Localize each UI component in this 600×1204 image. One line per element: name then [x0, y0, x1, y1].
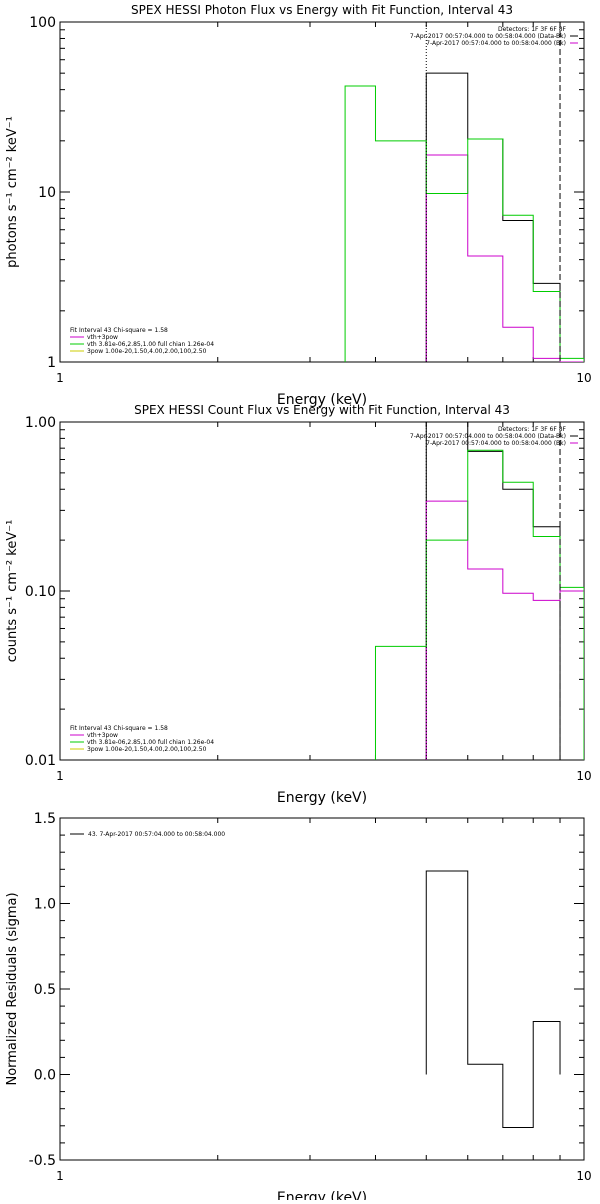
- plot-frame: [59, 21, 585, 363]
- y-axis-label: Normalized Residuals (sigma): [5, 892, 20, 1085]
- legend-bottom-text: vth 3.81e-06,2.85,1.00 full chian 1.26e-…: [87, 341, 214, 348]
- y-tick-label: 0.10: [25, 584, 56, 600]
- legend-top-text: Detectors: 1F 3F 6F 8F: [498, 426, 567, 433]
- x-axis-label: Energy (keV): [277, 392, 367, 408]
- y-tick-label: 1: [47, 355, 56, 371]
- legend-bottom-text: 3pow 1.00e-20,1.50,4.00,2.00,100,2.50: [87, 746, 207, 753]
- x-tick-label: 10: [576, 769, 591, 783]
- series-line-vth: [344, 85, 584, 362]
- y-axis-label: counts s⁻¹ cm⁻² keV⁻¹: [5, 520, 20, 663]
- y-tick-label: -0.5: [29, 1153, 56, 1169]
- legend-top-text: 7-Apr-2017 00:57:04.000 to 00:58:04.000 …: [426, 40, 566, 47]
- legend-top-text: Detectors: 1F 3F 6F 8F: [498, 26, 567, 33]
- legend-bottom-text: vth 3.81e-06,2.85,1.00 full chian 1.26e-…: [87, 739, 214, 746]
- legend-bottom-text: vth+3pow: [87, 732, 118, 739]
- series-line-data-bk: [425, 422, 561, 760]
- legend-top-text: 43. 7-Apr-2017 00:57:04.000 to 00:58:04.…: [88, 831, 225, 838]
- y-tick-label: 0.01: [25, 753, 56, 769]
- legend-top-text: 7-Apr-2017 00:57:04.000 to 00:58:04.000 …: [410, 433, 566, 440]
- plot-frame: [59, 421, 585, 761]
- x-tick-label: 10: [576, 1169, 591, 1183]
- x-axis-label: Energy (keV): [277, 1190, 367, 1200]
- y-tick-label: 1.00: [25, 415, 56, 431]
- legend-bottom-text: 3pow 1.00e-20,1.50,4.00,2.00,100,2.50: [87, 348, 207, 355]
- y-tick-label: 0.5: [34, 982, 56, 998]
- chart-panel-3: 1 10 Energy (keV) -0.5 0.0 0.5 1.0 1.5 Normalize…: [5, 811, 592, 1204]
- legend-bottom-text: Fit Interval 43 Chi-square = 1.58: [70, 725, 168, 732]
- y-tick-label: 100: [29, 15, 56, 31]
- y-axis-label: photons s⁻¹ cm⁻² keV⁻¹: [5, 116, 20, 268]
- plot-frame: [59, 817, 585, 1161]
- x-tick-label: 1: [56, 769, 64, 783]
- series-line-vth: [374, 449, 584, 760]
- x-tick-label: 1: [56, 1169, 64, 1183]
- series-line-data-bk: [425, 72, 561, 362]
- chart-title: SPEX HESSI Photon Flux vs Energy with Fi…: [131, 3, 513, 17]
- legend-bottom-text: vth+3pow: [87, 334, 118, 341]
- y-tick-label: 0.0: [34, 1068, 56, 1084]
- series-line-residuals: [425, 870, 561, 1129]
- legend-bottom-text: Fit Interval 43 Chi-square = 1.58: [70, 327, 168, 334]
- legend-top-text: 7-Apr-2017 00:57:04.000 to 00:58:04.000 …: [426, 440, 566, 447]
- chart-panel-2: SPEX HESSI Count Flux vs Energy with Fit…: [5, 403, 592, 806]
- series-line-bk: [425, 500, 584, 760]
- y-tick-label: 1.5: [34, 811, 56, 827]
- x-tick-label: 1: [56, 371, 64, 385]
- chart-title: SPEX HESSI Count Flux vs Energy with Fit…: [134, 403, 510, 417]
- legend-top-text: 7-Apr-2017 00:57:04.000 to 00:58:04.000 …: [410, 33, 566, 40]
- y-tick-label: 10: [38, 185, 56, 201]
- y-tick-label: 1.0: [34, 897, 56, 913]
- x-tick-label: 10: [576, 371, 591, 385]
- chart-panel-1: SPEX HESSI Photon Flux vs Energy with Fi…: [5, 3, 592, 408]
- x-axis-label: Energy (keV): [277, 790, 367, 806]
